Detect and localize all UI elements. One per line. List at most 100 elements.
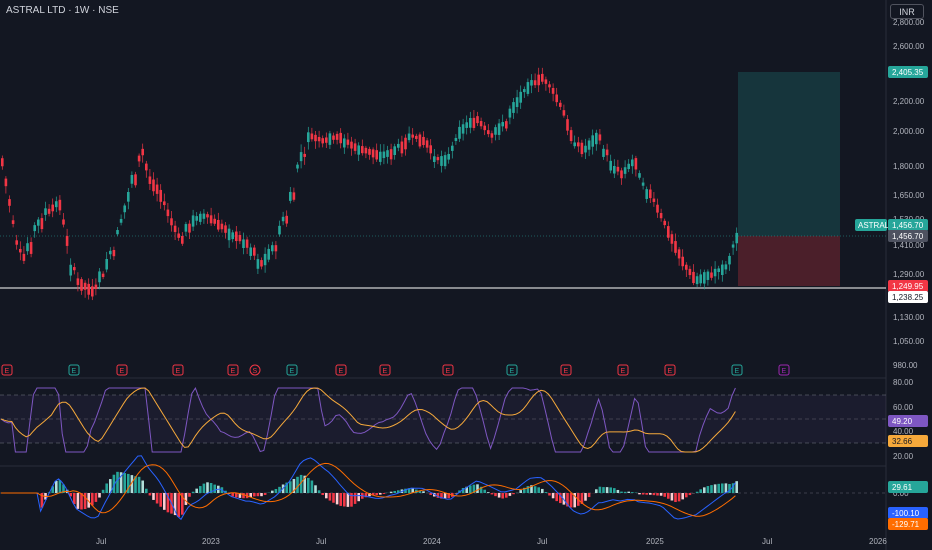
event-badge — [778, 364, 790, 376]
event-badge — [249, 364, 261, 376]
earnings-event-icon[interactable]: E — [442, 364, 454, 376]
time-tick: Jul — [537, 537, 547, 546]
candle-body — [569, 130, 573, 142]
macd-bar — [389, 491, 393, 493]
macd-bar — [533, 486, 537, 493]
candle-body — [674, 241, 677, 253]
candle-body — [505, 121, 508, 129]
candle-body — [667, 226, 670, 238]
candle-body — [616, 166, 620, 172]
candle-body — [112, 249, 116, 257]
candle-body — [15, 240, 18, 245]
rsi-line[interactable] — [0, 386, 736, 453]
macd-bar — [476, 484, 479, 493]
earnings-event-icon[interactable]: E — [335, 364, 347, 376]
candle-body — [80, 279, 83, 291]
candle-body — [73, 267, 76, 271]
macd-bar — [83, 493, 87, 510]
macd-bar — [73, 493, 76, 505]
candle-body — [119, 218, 123, 223]
macd-bar — [346, 493, 350, 507]
event-badge — [506, 364, 518, 376]
macd-bar — [584, 493, 587, 501]
candle-body — [386, 150, 389, 157]
candle-body — [44, 208, 47, 215]
earnings-event-icon[interactable]: E — [731, 364, 743, 376]
candle-body — [389, 149, 393, 160]
candle-body — [551, 88, 555, 94]
long-position-stop-zone[interactable] — [738, 236, 840, 286]
macd-bar — [238, 493, 242, 498]
macd-bar — [494, 493, 497, 497]
candle-body — [523, 89, 526, 93]
candle-body — [656, 204, 659, 213]
macd-bar — [91, 493, 94, 506]
macd-histogram[interactable] — [40, 471, 738, 518]
time-axis[interactable]: Jul 2023 Jul 2024 Jul 2025 Jul 2026 — [96, 537, 887, 546]
earnings-event-icon[interactable]: E — [227, 364, 239, 376]
macd-line[interactable] — [1, 455, 736, 521]
macd-bar — [641, 493, 645, 495]
candle-body — [483, 125, 486, 131]
candle-body — [19, 248, 22, 253]
candle-body — [181, 236, 184, 244]
rsi-ma-line[interactable] — [0, 387, 736, 453]
price-axis[interactable]: 2,800.00 2,600.00 2,200.00 2,000.00 1,80… — [893, 18, 925, 370]
candlestick-series[interactable] — [1, 67, 738, 301]
earnings-event-icon[interactable]: E — [172, 364, 184, 376]
macd-bar — [598, 486, 602, 493]
candle-body — [339, 132, 342, 144]
long-position-target-zone[interactable] — [738, 72, 840, 236]
candle-body — [620, 170, 623, 179]
split-event-icon[interactable]: S — [249, 364, 261, 376]
candle-body — [706, 271, 710, 280]
macd-bar — [321, 493, 324, 495]
macd-bar — [76, 493, 80, 509]
event-letter: E — [72, 368, 77, 375]
signal-line[interactable] — [1, 462, 736, 517]
candle-body — [418, 134, 422, 147]
candle-body — [163, 201, 166, 206]
currency-selector-button[interactable]: INR — [890, 4, 924, 19]
earnings-event-icon[interactable]: E — [286, 364, 298, 376]
last-price-label-bg — [888, 219, 928, 231]
macd-bar — [152, 493, 155, 500]
candle-body — [231, 232, 234, 240]
candle-body — [638, 173, 641, 178]
candle-body — [40, 218, 44, 230]
candle-body — [206, 214, 209, 218]
candle-body — [627, 163, 630, 170]
earnings-event-icon[interactable]: E — [560, 364, 572, 376]
earnings-event-icon[interactable]: E — [1, 364, 13, 376]
macd-bar — [411, 488, 414, 493]
earnings-event-icon[interactable]: E — [506, 364, 518, 376]
macd-bar — [688, 493, 692, 496]
earnings-event-icon[interactable]: E — [617, 364, 629, 376]
earnings-event-icon[interactable]: E — [664, 364, 676, 376]
candle-body — [429, 145, 432, 154]
candle-body — [530, 80, 533, 86]
event-badge — [379, 364, 391, 376]
macd-bar — [580, 493, 584, 504]
earnings-event-icon[interactable]: E — [379, 364, 391, 376]
earnings-event-icon[interactable]: E — [68, 364, 80, 376]
candle-body — [731, 244, 735, 248]
macd-hist-value-bg — [888, 481, 928, 493]
macd-bar — [469, 485, 472, 493]
earnings-event-icon[interactable]: E — [778, 364, 790, 376]
candle-body — [177, 233, 180, 238]
macd-bar — [382, 493, 386, 494]
rsi-ma-value: 32.66 — [892, 437, 913, 446]
macd-bar — [213, 484, 216, 493]
candle-body — [397, 143, 400, 148]
macd-bar — [656, 493, 659, 496]
earnings-event-icon[interactable]: E — [116, 364, 128, 376]
price-tick: 1,650.00 — [893, 191, 925, 200]
macd-bar — [407, 488, 411, 493]
event-badge — [335, 364, 347, 376]
candle-body — [22, 253, 26, 261]
macd-bar — [479, 486, 483, 493]
